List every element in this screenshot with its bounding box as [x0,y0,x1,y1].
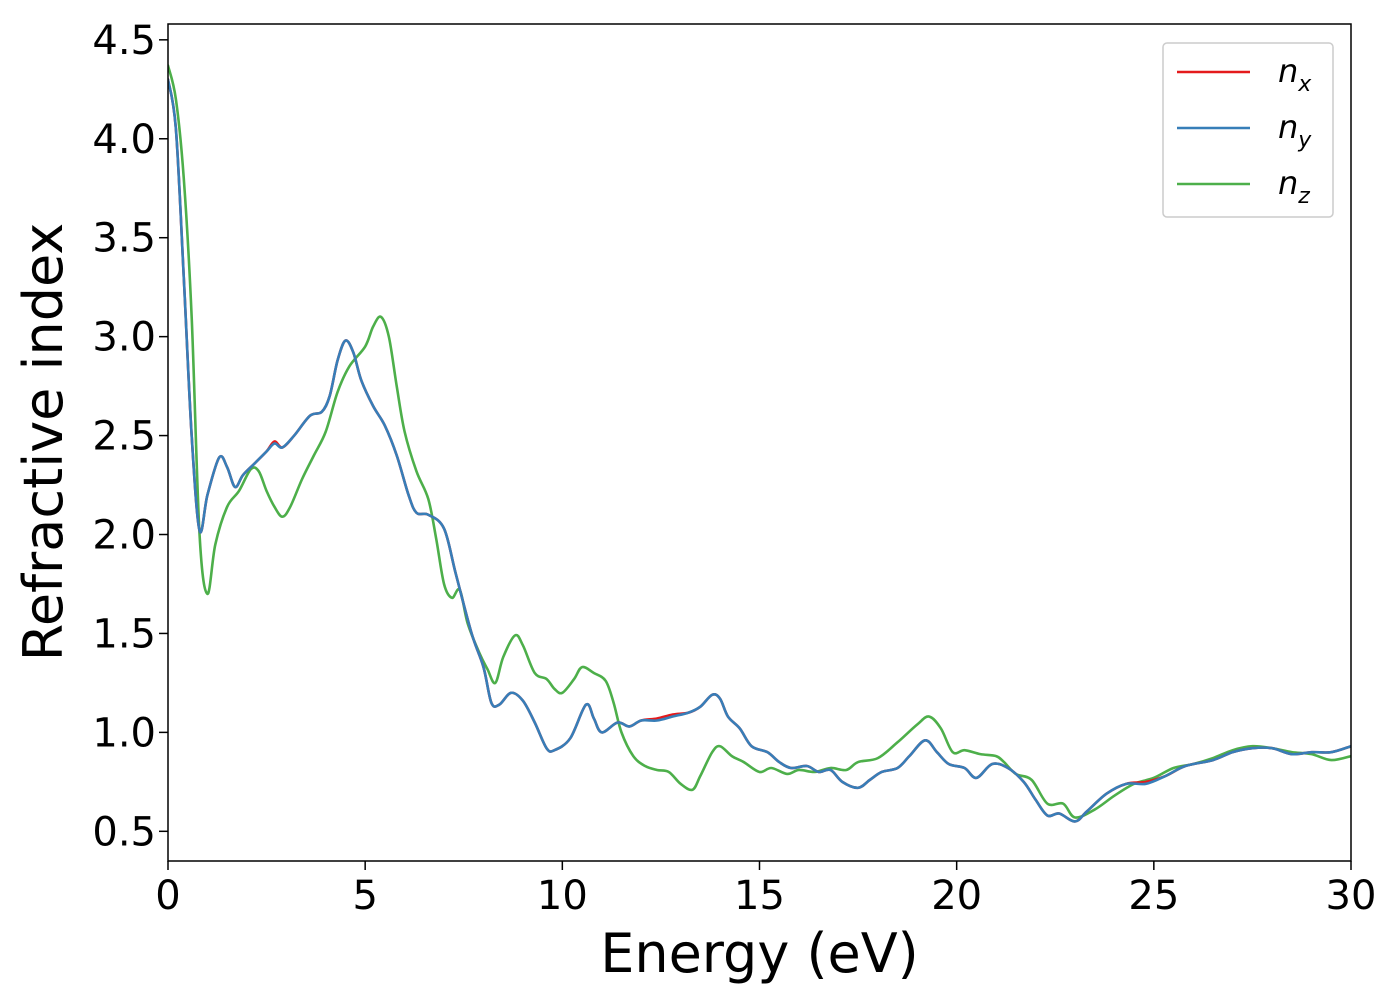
x-tick-label: 25 [1128,873,1179,919]
x-tick-label: 20 [931,873,982,919]
y-tick-label: 3.5 [92,216,156,262]
legend-label-n-z: nz [1278,164,1310,209]
y-tick-label: 4.0 [92,117,156,163]
legend-box [1162,42,1334,218]
y-tick-label: 3.0 [92,315,156,361]
legend: nx ny nz [1162,42,1334,218]
legend-label-n-y: ny [1278,108,1312,153]
x-axis-ticks: 0 5 10 15 20 25 30 [155,861,1376,919]
y-tick-label: 1.0 [92,710,156,756]
y-tick-label: 1.5 [92,611,156,657]
x-axis-label: Energy (eV) [600,922,919,985]
y-axis-ticks: 0.5 1.0 1.5 2.0 2.5 3.0 3.5 4.0 4.5 [92,18,168,855]
y-tick-label: 0.5 [92,809,156,855]
x-tick-label: 5 [352,873,377,919]
series-line-n-y [168,78,1351,823]
series-layer [168,64,1351,823]
x-tick-label: 15 [734,873,785,919]
x-tick-label: 30 [1326,873,1377,919]
y-tick-label: 2.0 [92,513,156,559]
x-tick-label: 0 [155,873,180,919]
y-tick-label: 2.5 [92,414,156,460]
series-line-n-z [168,64,1351,819]
y-axis-label: Refractive index [12,223,75,662]
legend-entries: nx ny nz [1177,52,1312,209]
y-tick-label: 4.5 [92,18,156,64]
legend-label-n-x: nx [1278,52,1312,97]
x-tick-label: 10 [537,873,588,919]
